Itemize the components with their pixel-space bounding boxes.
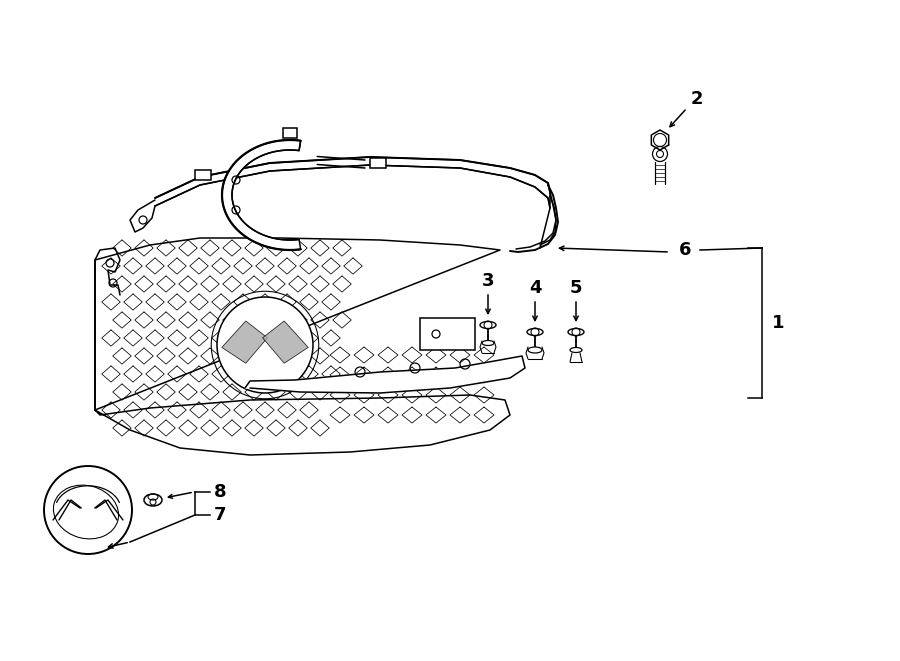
Polygon shape: [245, 356, 525, 393]
Polygon shape: [222, 140, 301, 250]
Bar: [195, 170, 211, 180]
Ellipse shape: [527, 329, 543, 336]
Ellipse shape: [568, 329, 584, 336]
Polygon shape: [95, 238, 510, 455]
Polygon shape: [263, 321, 308, 364]
Text: 5: 5: [570, 279, 582, 297]
Polygon shape: [155, 157, 550, 208]
Text: 1: 1: [772, 314, 784, 332]
Text: 3: 3: [482, 272, 494, 290]
Ellipse shape: [144, 494, 162, 506]
Circle shape: [652, 147, 668, 161]
Text: 8: 8: [213, 483, 226, 501]
Polygon shape: [221, 321, 267, 364]
Ellipse shape: [570, 348, 582, 352]
Circle shape: [217, 297, 313, 393]
Ellipse shape: [482, 340, 494, 346]
Text: 7: 7: [214, 506, 226, 524]
Bar: [420, 318, 475, 350]
Ellipse shape: [528, 347, 542, 353]
Polygon shape: [652, 130, 669, 150]
Bar: [370, 158, 386, 168]
Ellipse shape: [480, 321, 496, 329]
Circle shape: [44, 466, 132, 554]
Text: 6: 6: [679, 241, 691, 259]
Text: 4: 4: [529, 279, 541, 297]
Text: 2: 2: [691, 90, 703, 108]
Bar: [283, 128, 297, 138]
